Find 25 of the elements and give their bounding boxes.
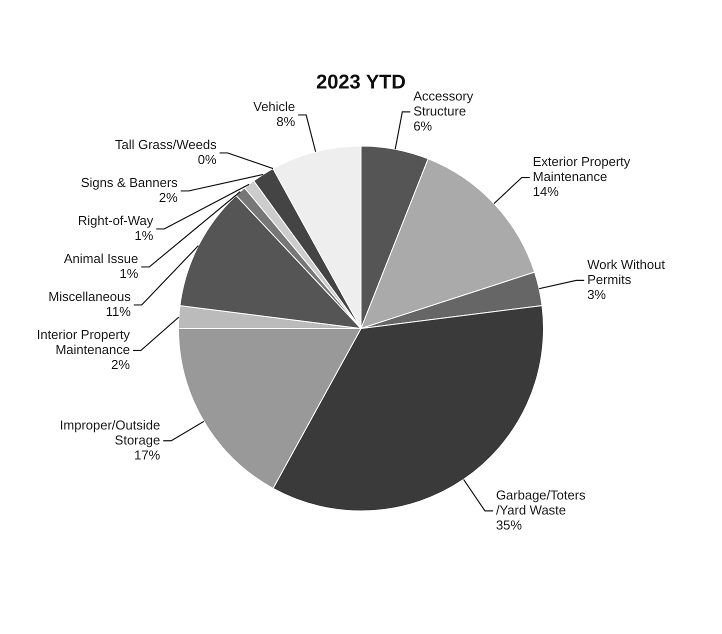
slice-label: Exterior Property Maintenance — [532, 154, 631, 184]
slice-label: Accessory Structure — [413, 88, 474, 118]
text: 0% — [198, 152, 217, 168]
data-label: 1% — [134, 228, 154, 244]
chart-title: 2023 YTD — [316, 72, 406, 94]
slice-label: Animal Issue — [64, 251, 138, 266]
data-label: 3% — [587, 286, 606, 302]
category-label: Tall Grass/Weeds — [114, 137, 217, 152]
data-label: 14% — [532, 184, 560, 200]
data-label: 17% — [134, 447, 161, 462]
slice-label: Signs & Banners — [80, 175, 178, 190]
slice-label: Right-of-Way — [78, 213, 154, 228]
data-label: 1% — [119, 266, 139, 282]
data-label: 6% — [413, 118, 433, 134]
data-label: 11% — [106, 304, 132, 320]
data-label: 8% — [276, 114, 296, 130]
slice-label: Vehicle — [253, 99, 296, 114]
data-label: 2% — [158, 190, 178, 206]
slice-label: Interior Property Maintenance — [36, 327, 130, 358]
slice-label: Miscellaneous — [48, 289, 132, 304]
slice-label: Work Without Permits — [587, 256, 666, 287]
slice-label: Improper/Outside Storage — [60, 417, 160, 448]
data-label: 2% — [111, 357, 130, 372]
slice-label: Garbage/Toters /Yard Waste — [496, 487, 586, 518]
data-label: 35% — [496, 517, 522, 532]
